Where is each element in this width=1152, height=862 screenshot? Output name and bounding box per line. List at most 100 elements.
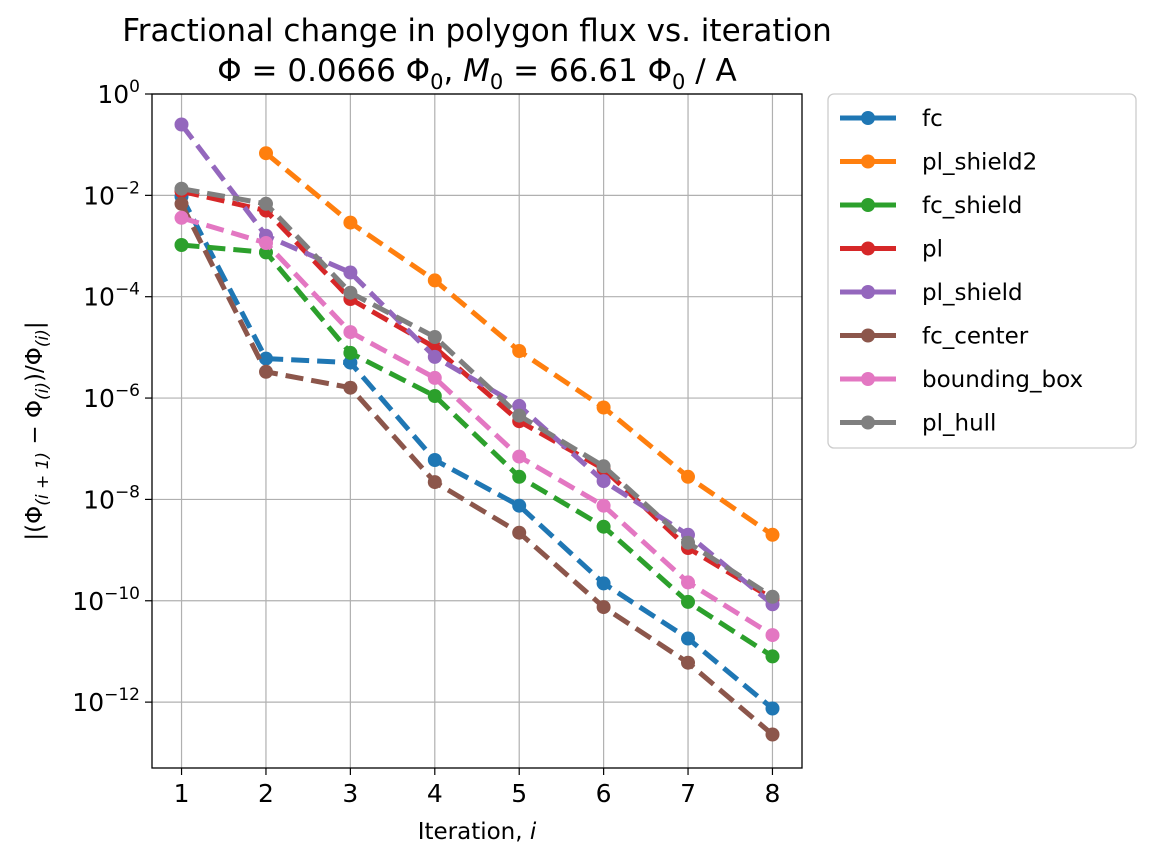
- legend-entry: pl_shield2: [840, 150, 1037, 176]
- data-point: [596, 600, 611, 615]
- chart-title: Fractional change in polygon flux vs. it…: [122, 13, 832, 49]
- legend-marker: [861, 154, 875, 169]
- legend-marker: [861, 198, 875, 212]
- x-tick-label: 6: [596, 779, 612, 808]
- data-point: [596, 474, 611, 489]
- data-point: [765, 727, 780, 742]
- series-line: [179, 122, 775, 607]
- data-point: [512, 408, 527, 423]
- data-point: [259, 236, 273, 250]
- subtitle-phi: Φ = 0.0666 Φ: [217, 53, 430, 89]
- data-point: [512, 525, 527, 540]
- data-point: [765, 649, 780, 664]
- series-fc: [174, 189, 780, 716]
- x-tick-label: 4: [427, 779, 443, 808]
- x-axis-ticks: 1 2 3 4 5 6 7 8: [174, 768, 781, 808]
- x-tick-label: 8: [765, 779, 781, 808]
- series-pl-hull: [174, 181, 780, 604]
- y-tick-label: 10−2: [83, 178, 140, 210]
- data-point: [512, 398, 527, 413]
- x-tick-label: 7: [680, 779, 696, 808]
- plot-frame: [151, 93, 803, 769]
- data-point: [343, 215, 358, 230]
- legend-entry: fc_shield: [840, 193, 1022, 219]
- legend-marker: [861, 328, 875, 343]
- data-point: [681, 631, 695, 646]
- series-line: [179, 202, 775, 737]
- legend-label: fc: [922, 106, 943, 132]
- y-axis-ticks: 100 10−2 10−4 10−6 10−8 10−10 10−12: [72, 77, 152, 717]
- data-point: [427, 349, 442, 364]
- data-point: [343, 325, 358, 340]
- data-point: [343, 285, 358, 300]
- series-line: [180, 215, 774, 638]
- legend-entry: fc_center: [840, 324, 1029, 350]
- data-point: [596, 498, 611, 513]
- data-point: [512, 498, 527, 513]
- subtitle-m-sub: 0: [490, 70, 503, 94]
- data-point: [259, 351, 273, 366]
- subtitle-sep: ,: [443, 53, 463, 89]
- y-tick-label: 10−12: [72, 685, 140, 717]
- legend-marker: [861, 415, 875, 430]
- data-point: [174, 196, 189, 211]
- data-point: [596, 400, 611, 415]
- legend-label: fc_center: [922, 324, 1029, 350]
- legend-marker: [861, 285, 875, 299]
- legend-marker: [861, 111, 875, 125]
- subtitle-m-value: = 66.61 Φ: [503, 53, 672, 89]
- legend-marker: [861, 241, 875, 256]
- subtitle-m: M: [463, 53, 490, 89]
- data-point: [343, 265, 358, 280]
- legend-label: pl_shield2: [922, 150, 1037, 176]
- data-point: [259, 196, 273, 211]
- legend-label: pl_shield: [922, 280, 1023, 306]
- data-point: [596, 576, 611, 591]
- data-point: [343, 345, 358, 360]
- series-line: [180, 188, 774, 601]
- subtitle-m-value-sub: 0: [672, 70, 685, 94]
- data-point: [259, 146, 273, 161]
- legend-label: bounding_box: [922, 367, 1083, 393]
- data-point: [427, 453, 442, 467]
- data-point: [427, 475, 442, 490]
- y-tick-label: 10−10: [72, 584, 140, 616]
- subtitle-m-unit: / A: [685, 53, 736, 89]
- data-point: [174, 210, 189, 225]
- series-layer: [174, 117, 780, 742]
- series-line: [181, 186, 774, 599]
- data-point: [681, 594, 695, 609]
- legend-label: fc_shield: [922, 193, 1022, 219]
- grid: [152, 93, 802, 768]
- series-fc-shield: [174, 238, 780, 664]
- data-point: [427, 273, 442, 288]
- x-tick-label: 1: [174, 779, 190, 808]
- data-point: [427, 370, 442, 385]
- legend-marker: [861, 372, 875, 386]
- data-point: [427, 330, 442, 344]
- legend-entry: bounding_box: [840, 367, 1083, 393]
- chart-subtitle: Φ = 0.0666 Φ0, M0 = 66.61 Φ0 / A: [217, 53, 736, 94]
- subtitle-phi-sub: 0: [430, 70, 443, 94]
- x-tick-label: 2: [258, 779, 274, 808]
- data-point: [596, 459, 611, 474]
- data-point: [765, 527, 780, 542]
- data-point: [512, 344, 527, 358]
- legend-label: pl_hull: [922, 411, 996, 437]
- series-line: [181, 242, 774, 659]
- data-point: [681, 535, 695, 550]
- legend-frame: [827, 93, 1137, 449]
- series-bounding-box: [174, 210, 780, 643]
- data-point: [681, 469, 695, 484]
- data-point: [259, 364, 273, 379]
- y-tick-label: 10−8: [83, 482, 140, 514]
- series-line: [179, 195, 775, 711]
- x-tick-label: 5: [511, 779, 527, 808]
- x-tick-label: 3: [342, 779, 358, 808]
- data-point: [765, 701, 780, 716]
- y-tick-label: 100: [97, 77, 140, 109]
- legend-entry: pl_hull: [840, 411, 996, 437]
- legend-entry: pl_shield: [840, 280, 1023, 306]
